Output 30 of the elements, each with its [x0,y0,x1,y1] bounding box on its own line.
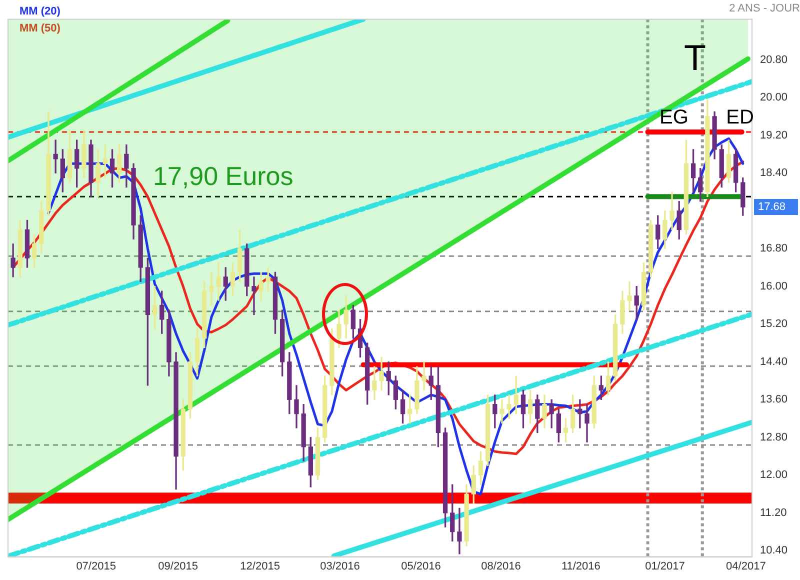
x-tick-label: 08/2016 [481,560,521,572]
chart-subtitle: 2 ANS - JOUR [729,2,800,15]
y-tick-label: 19.20 [760,129,788,142]
y-tick-label: 10.40 [760,544,788,557]
x-tick-label: 01/2017 [645,560,685,572]
annotation: T [684,36,706,78]
x-tick-label: 09/2015 [158,560,198,572]
text: MM (50) [20,22,61,35]
y-tick-label: 12.80 [760,431,788,444]
annotation: EG [660,106,688,129]
ref-line-label: 17,90 Euros [153,160,294,191]
text: 17.68 [758,201,786,214]
x-tick-label: 12/2015 [240,560,280,572]
y-tick-label: 12.00 [760,469,788,482]
x-tick-label: 11/2016 [561,560,600,572]
y-tick-label: 15.20 [760,318,788,330]
x-tick-label: 04/2017 [726,560,766,572]
y-tick-label: 20.80 [760,54,788,66]
y-tick-label: 11.20 [760,506,787,519]
x-tick-label: 05/2016 [401,560,441,572]
text: MM (20) [20,6,61,18]
y-tick-label: 20.00 [760,92,788,104]
x-tick-label: 07/2015 [76,560,116,572]
y-tick-label: 16.80 [760,242,788,255]
y-tick-label: 16.00 [760,280,788,292]
annotation: ED [726,106,754,129]
y-tick-label: 14.40 [760,356,788,368]
x-tick-label: 03/2016 [320,560,360,572]
y-tick-label: 18.40 [760,167,788,180]
y-tick-label: 13.60 [760,394,788,406]
